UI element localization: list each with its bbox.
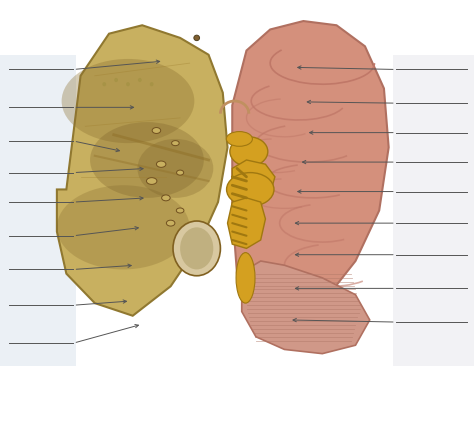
Ellipse shape [166, 220, 175, 226]
Ellipse shape [90, 122, 204, 198]
Ellipse shape [146, 178, 157, 184]
Ellipse shape [156, 161, 166, 168]
Ellipse shape [176, 208, 184, 213]
Ellipse shape [176, 170, 184, 175]
Ellipse shape [62, 59, 194, 143]
Polygon shape [57, 25, 228, 316]
Bar [0, 55, 76, 366]
Ellipse shape [172, 141, 179, 146]
Ellipse shape [137, 139, 213, 198]
Polygon shape [228, 198, 265, 248]
Ellipse shape [236, 253, 255, 303]
Ellipse shape [230, 137, 268, 166]
Ellipse shape [138, 78, 142, 82]
Polygon shape [242, 261, 370, 354]
Ellipse shape [57, 185, 190, 269]
Polygon shape [232, 21, 389, 328]
Ellipse shape [180, 227, 213, 269]
Ellipse shape [173, 221, 220, 276]
Ellipse shape [114, 78, 118, 82]
Ellipse shape [194, 35, 200, 41]
Ellipse shape [227, 173, 274, 206]
Ellipse shape [102, 82, 106, 86]
Ellipse shape [126, 82, 130, 86]
Ellipse shape [162, 195, 170, 201]
Polygon shape [232, 160, 275, 202]
Bar [393, 55, 474, 366]
Ellipse shape [152, 128, 161, 133]
Ellipse shape [227, 131, 252, 147]
Ellipse shape [150, 82, 154, 86]
